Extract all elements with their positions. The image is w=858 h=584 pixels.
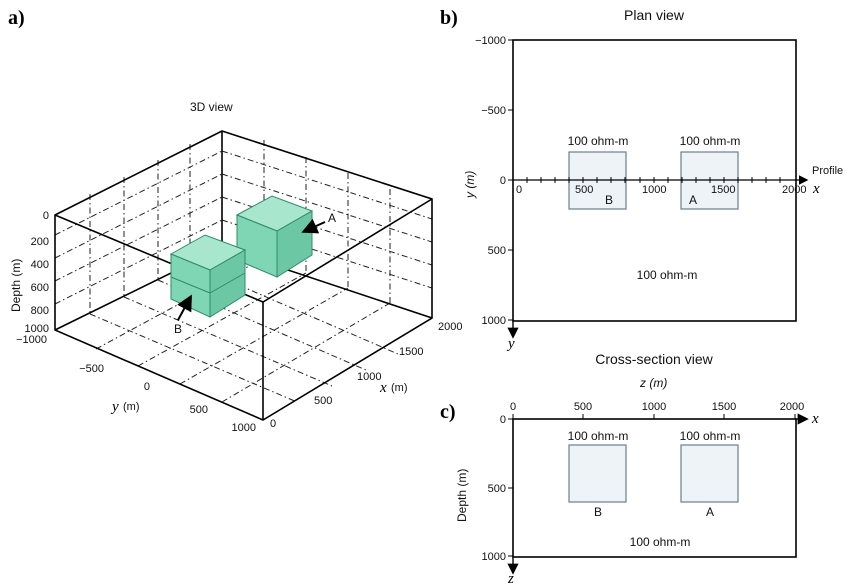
svg-text:1000: 1000 — [25, 323, 49, 335]
svg-text:0: 0 — [144, 381, 150, 393]
panel-b-title: Plan view — [624, 7, 685, 23]
svg-text:1000: 1000 — [642, 401, 666, 413]
block-a-3d-label: A — [328, 211, 336, 225]
section-block-b — [568, 444, 627, 503]
svg-text:0: 0 — [510, 401, 516, 413]
section-block-b-resistivity: 100 ohm-m — [568, 429, 629, 443]
section-block-a — [680, 444, 739, 503]
panel-b-label: b) — [440, 7, 458, 29]
panel-a-x-unit: (m) — [391, 382, 408, 394]
svg-text:1000: 1000 — [642, 184, 666, 196]
svg-text:−500: −500 — [481, 105, 506, 117]
svg-text:600: 600 — [31, 282, 49, 294]
panel-c-title: Cross-section view — [595, 351, 713, 367]
panel-b-y-ticks: −1000 −500 0 500 1000 — [475, 35, 513, 327]
svg-text:1000: 1000 — [482, 315, 506, 327]
svg-text:500: 500 — [488, 483, 506, 495]
panel-c-z-letter: z — [507, 571, 514, 584]
svg-text:1000: 1000 — [232, 422, 256, 434]
panel-a-y-unit: (m) — [123, 401, 140, 413]
block-b-3d-label: B — [174, 322, 182, 336]
svg-text:0: 0 — [270, 418, 276, 430]
panel-a-depth-label: Depth (m) — [9, 259, 23, 312]
svg-text:1000: 1000 — [357, 371, 381, 383]
svg-text:0: 0 — [500, 414, 506, 426]
plan-block-a-resistivity: 100 ohm-m — [680, 134, 741, 148]
panel-b-plan-view: b) Plan view −1000 −500 — [440, 7, 843, 352]
plan-block-b-label: B — [605, 193, 613, 207]
panel-a-x-ticks: 0 500 1000 1500 2000 — [270, 321, 462, 430]
svg-text:1000: 1000 — [482, 551, 506, 563]
svg-text:2000: 2000 — [780, 401, 804, 413]
svg-text:2000: 2000 — [438, 321, 462, 333]
panel-b-x-ticks: 0 500 1000 1500 2000 — [516, 184, 806, 196]
svg-text:500: 500 — [574, 401, 592, 413]
section-block-a-resistivity: 100 ohm-m — [680, 429, 741, 443]
panel-c-label: c) — [440, 401, 456, 423]
svg-text:500: 500 — [314, 395, 332, 407]
svg-text:0: 0 — [43, 210, 49, 222]
panel-a-y-ticks: −1000 −500 0 500 1000 — [16, 334, 256, 434]
section-block-a-label: A — [706, 505, 714, 519]
plan-background-resistivity: 100 ohm-m — [637, 268, 698, 282]
svg-text:500: 500 — [575, 184, 593, 196]
panel-c-depth-label: Depth (m) — [455, 469, 469, 522]
panel-a-title: 3D view — [190, 100, 233, 114]
section-background-resistivity: 100 ohm-m — [630, 535, 691, 549]
panel-c-cross-section: c) Cross-section view z (m) 0 500 1000 1… — [440, 351, 819, 584]
svg-text:−1000: −1000 — [475, 35, 506, 47]
block-b-3d — [169, 234, 247, 318]
svg-text:1500: 1500 — [712, 401, 736, 413]
panel-b-x-letter: x — [812, 181, 820, 197]
svg-text:500: 500 — [488, 245, 506, 257]
svg-text:400: 400 — [31, 259, 49, 271]
panel-b-y-letter: y — [506, 336, 515, 352]
panel-c-top-axis-label: z (m) — [639, 376, 667, 390]
section-block-b-label: B — [594, 505, 602, 519]
svg-text:0: 0 — [516, 184, 522, 196]
svg-text:1500: 1500 — [711, 184, 735, 196]
svg-text:500: 500 — [190, 404, 208, 416]
panel-a-x-label: x — [379, 380, 387, 396]
plan-block-b-resistivity: 100 ohm-m — [568, 134, 629, 148]
panel-a-3d-view: a) 3D view — [8, 7, 462, 434]
panel-c-depth-ticks: 0 500 1000 — [482, 414, 513, 563]
svg-text:200: 200 — [31, 236, 49, 248]
panel-a-label: a) — [8, 7, 25, 29]
profile-label: Profile — [812, 165, 843, 177]
svg-text:800: 800 — [31, 305, 49, 317]
svg-text:0: 0 — [500, 175, 506, 187]
panel-a-depth-ticks: 0 200 400 600 800 1000 — [25, 210, 49, 335]
svg-text:−500: −500 — [79, 363, 104, 375]
panel-c-x-letter: x — [811, 411, 819, 427]
panel-c-frame — [512, 418, 797, 558]
panel-b-y-axis-label: y (m) — [463, 171, 477, 199]
svg-text:2000: 2000 — [782, 184, 806, 196]
svg-text:−1000: −1000 — [16, 334, 47, 346]
plan-block-a-label: A — [689, 193, 697, 207]
profile-ticks — [526, 177, 781, 183]
svg-text:1500: 1500 — [399, 346, 423, 358]
panel-a-y-label: y — [110, 399, 119, 415]
panel-c-x-ticks: 0 500 1000 1500 2000 — [510, 401, 804, 419]
block-a-3d — [235, 195, 314, 278]
